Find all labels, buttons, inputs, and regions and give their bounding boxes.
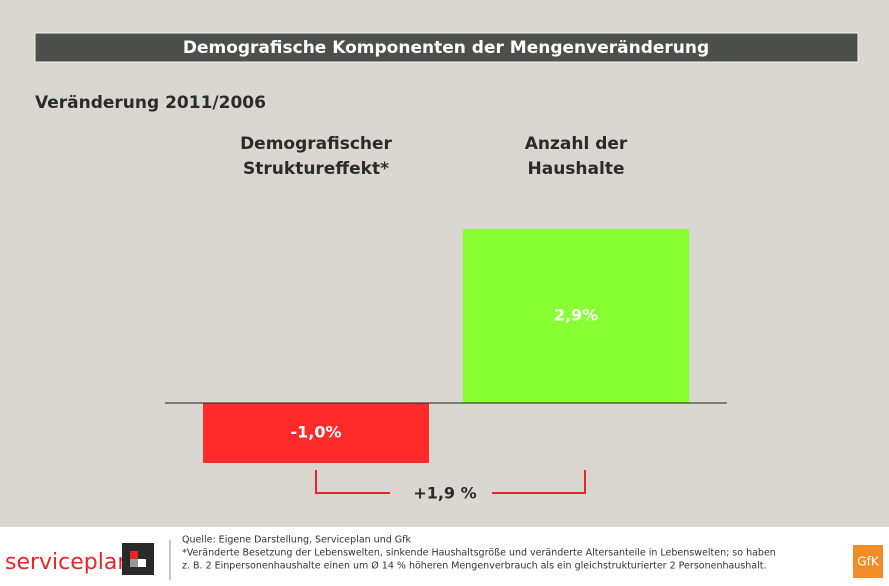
footnote: z. B. 2 Einpersonenhaushalte einen um Ø …: [182, 561, 767, 572]
source: Quelle: Eigene Darstellung, Serviceplan …: [182, 535, 411, 546]
logo-left: serviceplan: [5, 550, 131, 575]
title-bar: [34, 32, 859, 63]
logo-right: GfK: [857, 555, 880, 569]
bracket-right: [492, 470, 586, 494]
subtitle: Veränderung 2011/2006: [35, 93, 266, 113]
category-label: Demografischer Struktureffekt*: [240, 134, 392, 179]
footnote: *Veränderte Besetzung der Lebenswelten, …: [182, 548, 776, 559]
logo-icon: [122, 543, 154, 575]
chart-title: Demografische Komponenten der Mengenverä…: [183, 38, 709, 58]
bracket-left: [315, 470, 390, 494]
logo-right-box: [853, 545, 883, 578]
bar: [463, 229, 689, 403]
value-label: 2,9%: [554, 306, 598, 325]
annotation: +1,9 %: [413, 484, 476, 503]
value-label: -1,0%: [290, 423, 341, 442]
bar: [203, 403, 429, 463]
category-label: Anzahl der Haushalte: [524, 134, 628, 179]
